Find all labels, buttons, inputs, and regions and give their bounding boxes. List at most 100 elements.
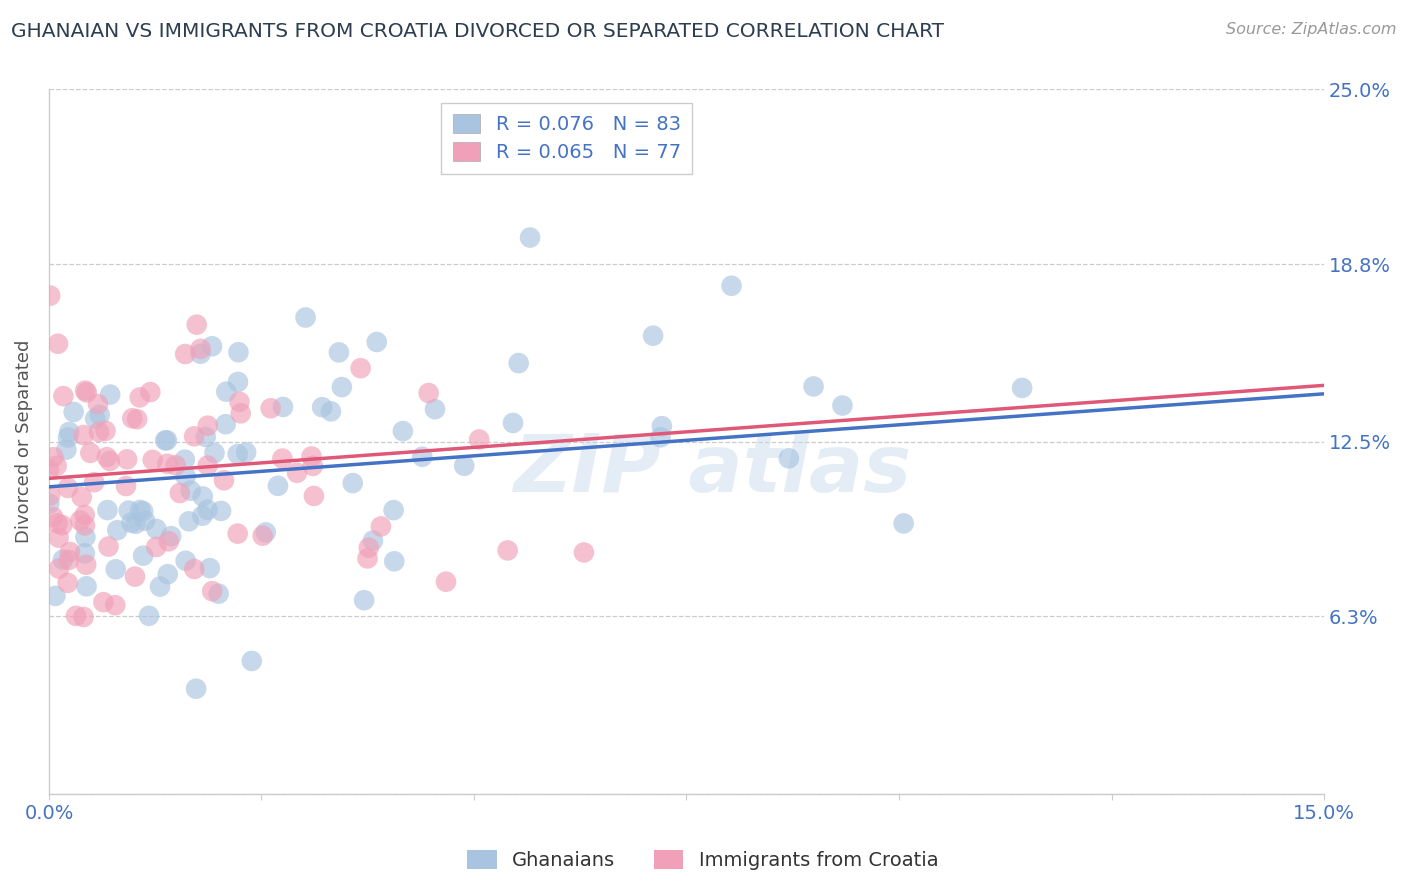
Point (145, 540, 167, 554)
Point (177, 514, 200, 528)
Point (197, 503, 219, 517)
Point (73, 518, 96, 533)
Point (38, 463, 60, 477)
Point (191, 508, 214, 523)
Point (72, 428, 94, 442)
Legend: Ghanaians, Immigrants from Croatia: Ghanaians, Immigrants from Croatia (460, 842, 946, 878)
Point (353, 593, 375, 607)
Point (342, 476, 364, 491)
Point (349, 361, 371, 376)
Point (98, 454, 121, 468)
Point (330, 380, 353, 394)
Point (127, 412, 149, 426)
Point (44, 589, 66, 603)
Point (650, 430, 672, 444)
Point (38, 497, 60, 511)
Point (186, 318, 208, 332)
Point (156, 567, 179, 582)
Point (294, 310, 316, 325)
Point (48, 561, 70, 575)
Point (229, 406, 252, 420)
Point (651, 419, 673, 434)
Point (115, 452, 138, 467)
Point (132, 504, 155, 518)
Text: Source: ZipAtlas.com: Source: ZipAtlas.com (1226, 22, 1396, 37)
Point (301, 450, 323, 464)
Point (194, 430, 217, 444)
Point (190, 347, 212, 361)
Point (228, 395, 250, 409)
Point (153, 434, 176, 448)
Point (260, 401, 283, 416)
Point (271, 451, 294, 466)
Point (271, 400, 294, 414)
Point (39, 288, 62, 302)
Point (319, 404, 342, 418)
Point (87, 425, 110, 439)
Point (104, 598, 127, 612)
Point (180, 483, 202, 498)
Point (226, 375, 249, 389)
Point (55, 442, 77, 457)
Point (254, 525, 277, 540)
Point (87, 397, 110, 411)
Point (156, 434, 179, 448)
Point (468, 433, 491, 447)
Point (893, 516, 915, 531)
Point (72, 610, 94, 624)
Point (169, 486, 191, 500)
Point (496, 543, 519, 558)
Point (215, 417, 238, 432)
Point (76, 579, 98, 593)
Point (75, 558, 97, 572)
Point (124, 569, 146, 583)
Point (207, 587, 229, 601)
Point (128, 391, 150, 405)
Point (96, 450, 118, 464)
Point (75, 530, 97, 544)
Point (138, 608, 160, 623)
Point (190, 342, 212, 356)
Point (98, 387, 121, 401)
Point (267, 479, 290, 493)
Point (803, 379, 825, 393)
Point (76, 385, 98, 400)
Point (183, 429, 205, 443)
Point (209, 504, 232, 518)
Point (52, 552, 75, 566)
Point (411, 450, 433, 464)
Point (120, 516, 142, 530)
Point (356, 551, 378, 566)
Point (93, 595, 115, 609)
Point (434, 574, 457, 589)
Point (184, 681, 207, 696)
Point (382, 503, 405, 517)
Legend: R = 0.076   N = 83, R = 0.065   N = 77: R = 0.076 N = 83, R = 0.065 N = 77 (441, 103, 692, 174)
Point (104, 562, 127, 576)
Point (418, 386, 440, 401)
Point (48, 531, 70, 545)
Point (73, 546, 96, 560)
Point (302, 489, 325, 503)
Point (58, 553, 80, 567)
Point (142, 453, 165, 467)
Point (75, 384, 97, 398)
Point (89, 408, 111, 422)
Point (118, 503, 141, 517)
Point (84, 411, 107, 425)
Point (252, 529, 274, 543)
Point (191, 490, 214, 504)
Point (65, 608, 87, 623)
Point (183, 562, 205, 576)
Point (720, 278, 742, 293)
Y-axis label: Divorced or Separated: Divorced or Separated (15, 340, 32, 543)
Point (519, 230, 541, 244)
Point (58, 425, 80, 439)
Point (357, 541, 380, 555)
Point (42, 450, 65, 465)
Point (1011, 381, 1033, 395)
Point (201, 584, 224, 599)
Point (328, 345, 350, 359)
Point (285, 466, 308, 480)
Point (502, 416, 524, 430)
